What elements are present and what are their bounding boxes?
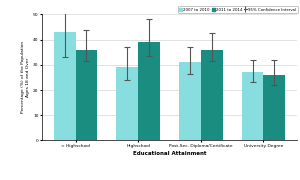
Bar (201, 50, 223, 140)
Bar (116, 67, 138, 140)
Bar (138, 42, 160, 140)
Bar (54, 32, 76, 140)
Bar (76, 50, 98, 140)
Bar (242, 72, 263, 140)
Bar (263, 75, 285, 140)
X-axis label: Educational Attainment: Educational Attainment (133, 151, 206, 156)
Legend: 2007 to 2010, 2011 to 2014, 95% Confidence Interval: 2007 to 2010, 2011 to 2014, 95% Confiden… (178, 6, 298, 13)
Bar (179, 62, 201, 140)
Y-axis label: Percentage (%) of the Population
Ages 18 and Over: Percentage (%) of the Population Ages 18… (21, 41, 30, 113)
